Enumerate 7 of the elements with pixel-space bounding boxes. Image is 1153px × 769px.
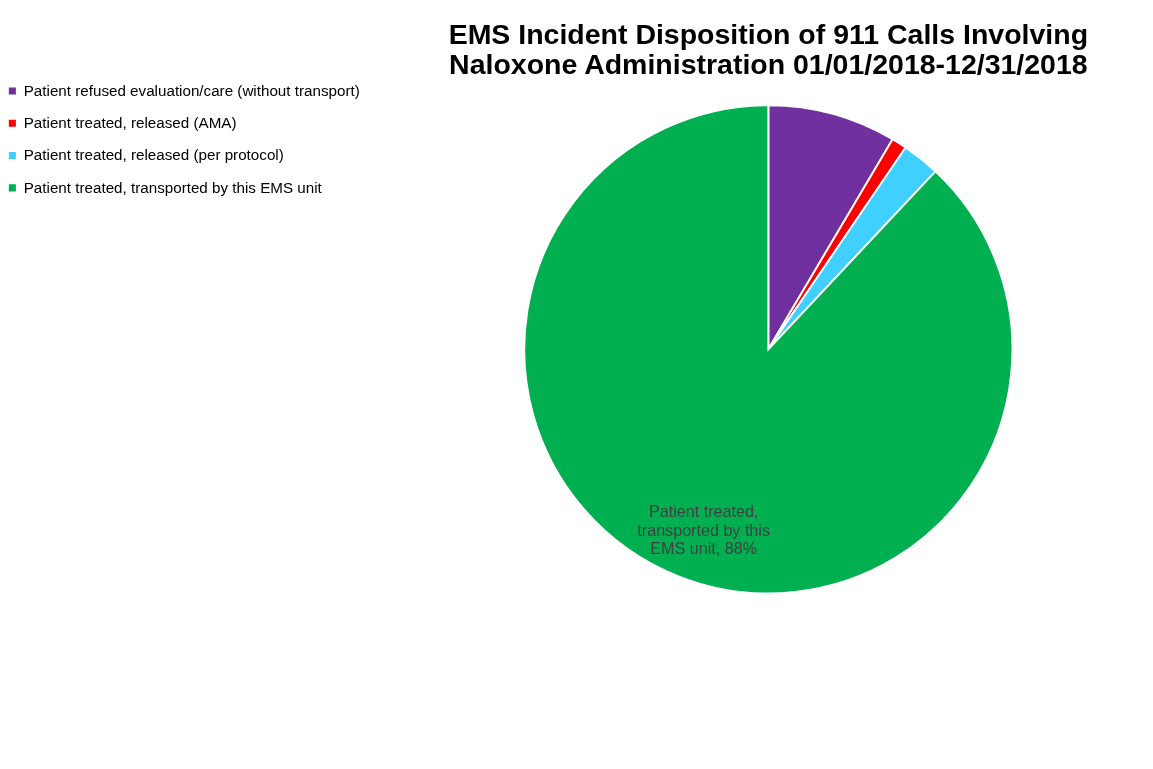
chart-title: EMS Incident Disposition of 911 Calls Involving Naloxone Administration 01/01/2018-12/31/2018 — [448, 17, 1089, 80]
pie-slice — [523, 104, 1014, 594]
legend-label: Patient treated, released (AMA) — [23, 114, 237, 132]
legend-label: Patient refused evaluation/care (without transport) — [23, 81, 360, 99]
legend-label: Patient treated, released (per protocol) — [23, 146, 284, 164]
legend-label: Patient treated, transported by this EMS unit — [23, 178, 323, 196]
data-label: Patient treated, transported by this EMS unit, 88% — [637, 502, 770, 557]
